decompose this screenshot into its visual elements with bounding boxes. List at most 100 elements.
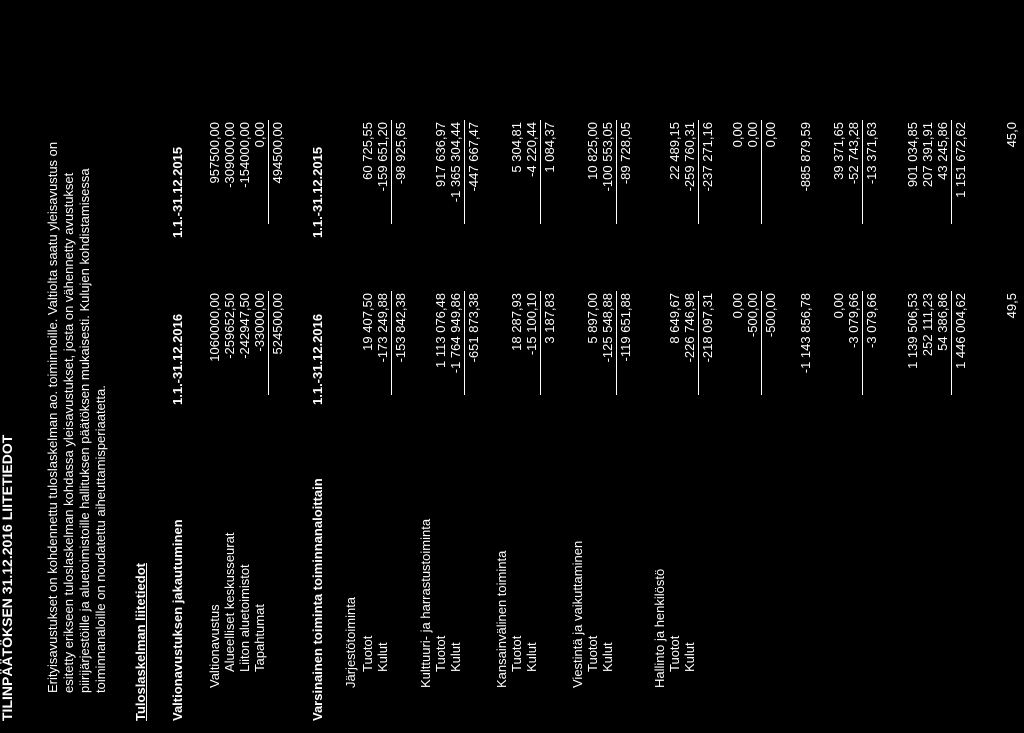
group-name: Kulttuuri- ja harrastustoiminta [418,518,433,688]
row-value-2016: 0,00 [831,293,846,319]
intro-line-4: toiminnanaloille on noudatettu aiheuttam… [93,385,108,693]
group-name: Hallinto ja henkilöstö [652,568,667,688]
group-total-2016: -651 873,38 [466,293,481,363]
group-total-2015: -89 728,05 [618,122,633,185]
total-rule [698,120,699,224]
row-value-2016: 18 287,93 [509,293,524,351]
row-value-2015: 0,00 [763,122,778,148]
total-rule [761,120,762,224]
row-label-valtionavustus: Valtionavustus [207,604,222,688]
row-value-2015: 22 489,15 [667,122,682,180]
total-rule [616,291,617,395]
row-value-2016: 252 111,23 [920,293,935,357]
row-value-2015: -13 371,63 [864,122,879,185]
row-value-2016: -242947,50 [237,293,252,359]
row-value-2015: 917 636,97 [433,122,448,188]
group-total-2016: -218 097,31 [700,293,715,363]
row-value-2016: 8 649,67 [667,293,682,344]
total-rule [951,291,952,395]
row-value-2015: 43 245,86 [935,122,950,180]
row-value-2015: 207 391,91 [920,122,935,188]
section1-total-2015: 494500,00 [270,122,285,184]
row-value-2016: -500,00 [745,293,760,338]
section1-total-2016: 524500,00 [270,293,285,355]
group-total-2015: -447 667,47 [466,122,481,192]
grand-total-2016: 1 446 004,62 [953,293,968,369]
section2-col-2015: 1.1.-31.12.2015 [310,146,325,238]
total-rule [540,120,541,224]
row-label-alueelliset: Alueelliset keskusseurat [222,532,237,672]
intro-line-1: Erityisavustukset on kohdennettu tulosla… [45,141,60,693]
section2-heading: Varsinainen toiminta toiminnanaloittain [310,478,325,721]
total-rule [862,120,863,224]
row-value-2015: 0,00 [252,122,267,148]
row-value-2016: -3 079,66 [864,293,879,348]
row-value-2016: -33000,00 [252,293,267,352]
persons-2016: 49,5 [1004,293,1019,319]
group-total-2016: 3 187,83 [542,293,557,344]
row-label: Kulut [448,642,463,672]
row-value-2016: 54 386,86 [935,293,950,351]
row-value-2016: 1 113 076,48 [433,293,448,368]
row-label: Tuotot [667,635,682,672]
notes-heading: Tuloslaskelman liitetiedot [133,563,148,721]
section1-heading: Valtionavustuksen jakautuminen [170,519,185,721]
row-value-2015: 10 825,00 [585,122,600,180]
row-value-2015: -154000,00 [237,122,252,188]
total-rule [862,291,863,395]
section1-col-2016: 1.1.-31.12.2016 [170,313,185,405]
row-value-2015: -159 651,20 [375,122,390,192]
row-value-2015: -259 760,31 [682,122,697,192]
row-value-2015: 957500,00 [207,122,222,184]
total-rule [616,120,617,224]
row-value-2016: -15 100,10 [524,293,539,356]
row-value-2015: 39 371,65 [831,122,846,180]
row-value-2016: -259652,50 [222,293,237,359]
total-rule [951,120,952,224]
row-label: Tuotot [433,635,448,672]
row-label-tapahtumat: Tapahtumat [252,604,267,672]
row-label: Kulut [600,642,615,672]
intro-line-2: esitetty erikseen tuloslaskelman kohdass… [61,172,76,693]
row-value-2016: -1 764 949,86 [448,293,463,374]
row-value-2015: -100 553,05 [600,122,615,192]
row-label: Kulut [375,642,390,672]
row-value-2015: 5 304,81 [509,122,524,173]
total-rule [464,291,465,395]
row-value-2016: -500,00 [763,293,778,338]
row-value-2015: 60 725,55 [360,122,375,180]
row-value-2015: -4 220,44 [524,122,539,177]
row-value-2015: 0,00 [730,122,745,148]
row-value-2015: -309000,00 [222,122,237,188]
row-value-2016: 0,00 [730,293,745,319]
row-label: Tuotot [360,635,375,672]
intro-line-3: piirijärjestöille ja aluetoimistoille ha… [77,168,92,693]
total-rule [540,291,541,395]
row-value-2016: -226 746,98 [682,293,697,363]
subtotal-2016: -1 143 856,78 [798,293,813,374]
total-rule [391,120,392,224]
row-value-2016: 1 139 506,53 [905,293,920,369]
row-value-2015: 0,00 [745,122,760,148]
total-rule [698,291,699,395]
row-label: Kulut [524,642,539,672]
total-rule [268,120,269,224]
row-value-2015: 901 034,85 [905,122,920,188]
row-value-2015: -52 743,28 [846,122,861,185]
group-total-2016: -119 651,88 [618,293,633,362]
group-total-2015: -237 271,16 [700,122,715,192]
page-title: TILINPÄÄTÖKSEN 31.12.2016 LIITETIEDOT [0,434,15,721]
group-name: Järjestötoiminta [343,596,358,688]
total-rule [761,291,762,395]
row-value-2016: 19 407,50 [360,293,375,351]
group-total-2015: 1 084,37 [542,122,557,173]
subtotal-2015: -885 879,59 [798,122,813,192]
persons-2015: 45,0 [1004,122,1019,148]
total-rule [464,120,465,224]
total-rule [268,291,269,395]
row-label: Tuotot [509,635,524,672]
row-label-aluetoimistot: Liiton aluetoimistot [237,564,252,672]
group-name: Viestintä ja vaikuttaminen [570,540,585,688]
total-rule [391,291,392,395]
